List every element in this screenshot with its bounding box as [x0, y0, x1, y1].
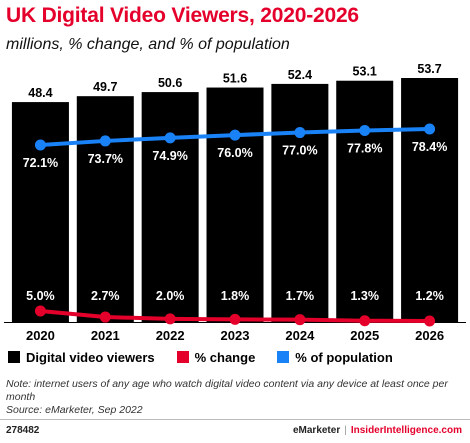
population-label-2021: 73.7% — [88, 152, 123, 166]
population-label-2022: 74.9% — [152, 149, 187, 163]
bar-2026 — [401, 78, 459, 322]
legend-label-pct-population: % of population — [295, 349, 393, 365]
bar-2021 — [76, 96, 134, 322]
footnote-note: Note: internet users of any age who watc… — [6, 378, 448, 403]
footnote-source: Source: eMarketer, Sep 2022 — [6, 404, 143, 416]
population-label-2024: 77.0% — [282, 144, 317, 158]
bar-2025 — [336, 80, 394, 322]
population-label-2023: 76.0% — [217, 146, 252, 160]
change-label-2021: 2.7% — [91, 289, 120, 303]
change-point-2020 — [34, 305, 46, 317]
change-label-2025: 1.3% — [350, 289, 379, 303]
bar-value-label-2026: 53.7 — [417, 62, 441, 76]
chart-subtitle: millions, % change, and % of population — [6, 36, 290, 53]
change-label-2026: 1.2% — [415, 289, 444, 303]
legend-label-pct-change: % change — [194, 349, 256, 365]
x-tick-label-2023: 2023 — [221, 328, 250, 343]
change-point-2023 — [229, 313, 241, 325]
bar-value-label-2023: 51.6 — [223, 72, 247, 86]
legend-item-pct-population: % of population — [277, 349, 393, 365]
x-tick-label-2025: 2025 — [350, 328, 379, 343]
population-point-2022 — [164, 132, 176, 144]
bar-2020 — [11, 102, 69, 322]
brand-credit: eMarketer | InsiderIntelligence.com — [293, 425, 462, 436]
bar-2023 — [206, 87, 264, 322]
chart-area: 48.4 2020 49.7 2021 50.6 2022 51.6 2023 52.4 2024… — [4, 62, 466, 343]
population-point-2024 — [294, 127, 306, 139]
population-label-2025: 77.8% — [347, 142, 382, 156]
population-label-2026: 78.4% — [412, 140, 447, 154]
population-point-2025 — [359, 125, 371, 137]
population-point-2026 — [424, 123, 436, 135]
change-point-2021 — [99, 311, 111, 323]
footnote: Note: internet users of any age who watc… — [6, 378, 464, 417]
brand-insider-intelligence: InsiderIntelligence.com — [350, 425, 462, 436]
chart-title: UK Digital Video Viewers, 2020-2026 — [6, 4, 359, 27]
population-point-2023 — [229, 129, 241, 141]
chart-id: 278482 — [6, 425, 40, 436]
change-label-2020: 5.0% — [26, 289, 55, 303]
legend-swatch-pct-population — [277, 351, 290, 363]
x-tick-label-2022: 2022 — [156, 328, 185, 343]
brand-emarketer: eMarketer — [292, 425, 341, 436]
x-tick-label-2024: 2024 — [285, 328, 315, 343]
population-label-2020: 72.1% — [23, 156, 58, 170]
bar-value-label-2021: 49.7 — [93, 80, 117, 94]
change-label-2024: 1.7% — [286, 289, 315, 303]
change-point-2026 — [424, 315, 436, 327]
legend-swatch-video-viewers — [8, 351, 20, 363]
change-point-2022 — [164, 313, 176, 325]
bar-value-label-2020: 48.4 — [28, 86, 52, 100]
legend-item-pct-change: % change — [176, 349, 256, 365]
x-tick-label-2021: 2021 — [91, 328, 120, 343]
change-label-2023: 1.8% — [221, 289, 250, 303]
brand-separator: | — [344, 425, 347, 436]
legend-label-video-viewers: Digital video viewers — [26, 349, 155, 365]
change-point-2025 — [359, 315, 371, 327]
change-label-2022: 2.0% — [156, 289, 185, 303]
x-tick-label-2020: 2020 — [26, 328, 55, 343]
population-point-2020 — [34, 139, 46, 151]
population-point-2021 — [99, 135, 111, 147]
footer-divider — [0, 419, 470, 420]
bar-2022 — [141, 92, 199, 322]
bar-value-label-2022: 50.6 — [158, 76, 182, 90]
bar-2024 — [271, 83, 329, 322]
legend: Digital video viewers % change % of popu… — [8, 348, 415, 366]
x-tick-label-2026: 2026 — [415, 328, 444, 343]
bar-value-label-2024: 52.4 — [288, 68, 312, 82]
legend-item-video-viewers: Digital video viewers — [8, 350, 155, 365]
bar-value-label-2025: 53.1 — [353, 65, 377, 79]
change-point-2024 — [294, 314, 306, 326]
legend-swatch-pct-change — [176, 351, 189, 363]
